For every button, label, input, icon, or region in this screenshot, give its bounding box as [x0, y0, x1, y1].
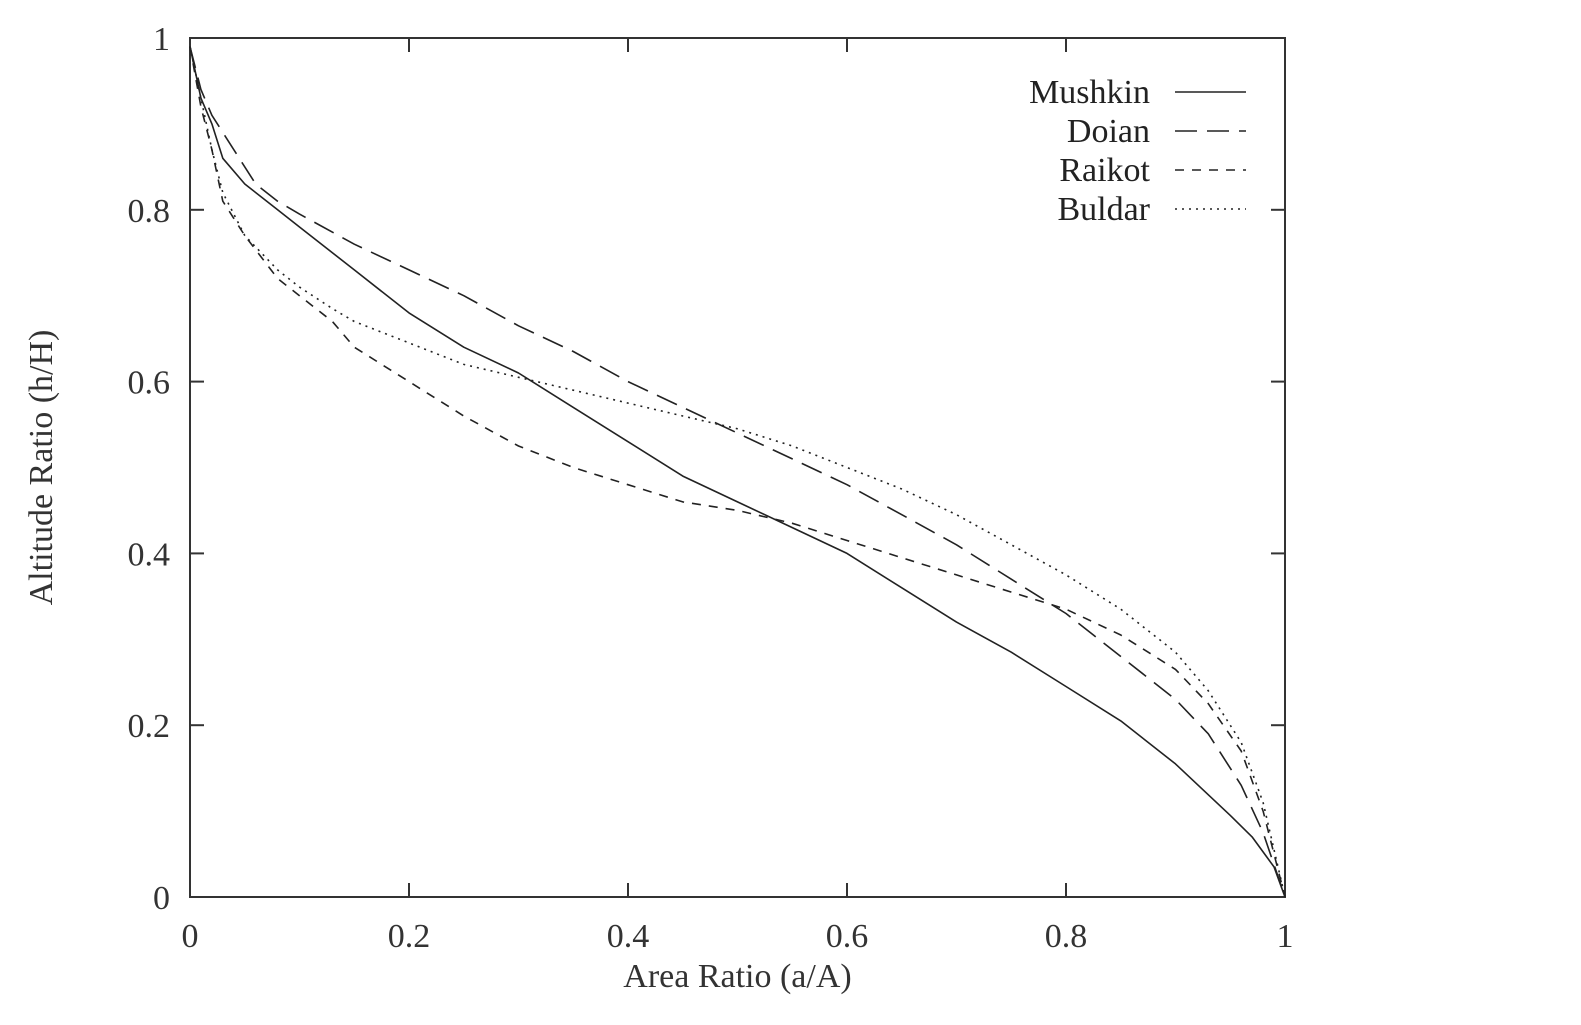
x-axis-label: Area Ratio (a/A) — [623, 958, 851, 995]
y-tick-label: 1 — [153, 21, 170, 58]
y-tick-label: 0.2 — [128, 708, 171, 745]
legend-label-mushkin: Mushkin — [1029, 74, 1150, 111]
series-line-buldar — [189, 46, 1286, 898]
y-tick-label: 0.8 — [128, 193, 171, 230]
series-line-raikot — [189, 46, 1286, 898]
series-line-mushkin — [189, 46, 1286, 898]
series-line-doian — [189, 46, 1286, 898]
y-axis-label: Altitude Ratio (h/H) — [23, 330, 60, 606]
x-tick-label: 0.4 — [607, 918, 650, 955]
x-tick-label: 0.2 — [388, 918, 431, 955]
series-layer — [189, 46, 1286, 898]
legend-label-raikot: Raikot — [1059, 152, 1150, 189]
legend-label-buldar: Buldar — [1057, 191, 1150, 228]
plot-frame — [189, 37, 1286, 898]
y-tick-label: 0.6 — [128, 365, 171, 402]
x-tick-label: 0.6 — [826, 918, 869, 955]
y-tick-label: 0.4 — [128, 536, 171, 573]
y-tick-label: 0 — [153, 880, 170, 917]
legend-label-doian: Doian — [1067, 113, 1150, 150]
x-tick-label: 1 — [1277, 918, 1294, 955]
axis-ticks — [189, 37, 1286, 898]
x-tick-label: 0.8 — [1045, 918, 1088, 955]
x-tick-label: 0 — [182, 918, 199, 955]
axis-tick-labels: 0 0.2 0.4 0.6 0.8 1 0 0.2 0.4 0.6 0.8 1 — [128, 21, 1294, 955]
